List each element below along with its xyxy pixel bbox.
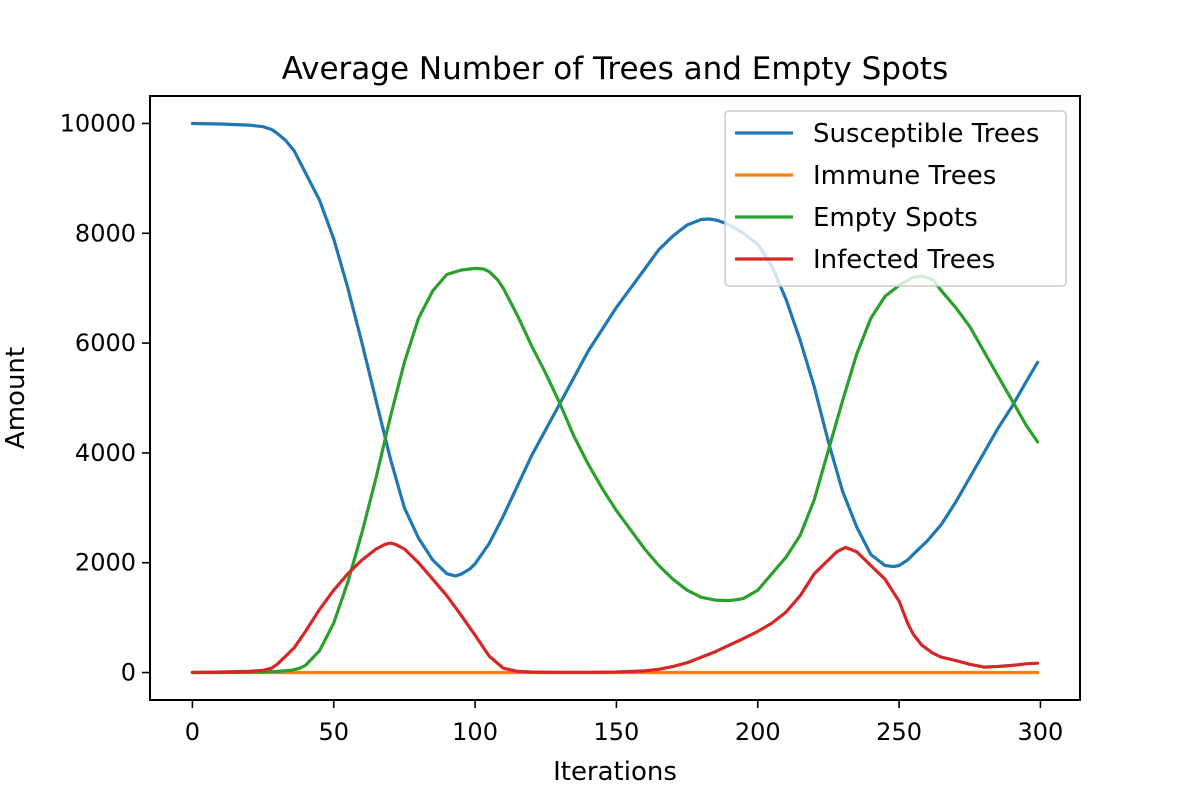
series-line-4 (190, 541, 1040, 675)
x-tick-label: 250 (876, 718, 922, 746)
y-axis-label: Amount (1, 347, 31, 449)
plot-frame (149, 95, 1081, 701)
legend-label-2: Immune Trees (813, 161, 996, 191)
y-tick-label: 0 (121, 659, 136, 687)
legend: Susceptible Trees Immune Trees Empty Spots… (724, 110, 1067, 287)
x-axis-label: Iterations (553, 757, 677, 787)
legend-label-1: Susceptible Trees (813, 119, 1039, 149)
x-tick-label: 150 (594, 718, 640, 746)
y-tick-label: 8000 (75, 219, 136, 247)
plot-area (149, 95, 1081, 701)
x-tick-label: 300 (1018, 718, 1064, 746)
y-tick-label: 2000 (75, 549, 136, 577)
legend-box (724, 110, 1067, 287)
x-axis: 0 50 100 150 200 250 300 (185, 700, 1064, 746)
chart-title: Average Number of Trees and Empty Spots (282, 51, 949, 87)
y-tick-label: 10000 (60, 109, 136, 137)
y-tick-label: 6000 (75, 329, 136, 357)
x-tick-label: 100 (452, 718, 498, 746)
x-tick-label: 200 (735, 718, 781, 746)
x-tick-label: 0 (185, 718, 200, 746)
legend-label-3: Empty Spots (813, 203, 978, 233)
series-line-1 (190, 121, 1040, 578)
y-tick-label: 4000 (75, 439, 136, 467)
legend-label-4: Infected Trees (813, 245, 995, 275)
x-tick-label: 50 (318, 718, 349, 746)
y-axis: 0 2000 4000 6000 8000 10000 (60, 109, 150, 687)
series-layer (190, 121, 1040, 675)
